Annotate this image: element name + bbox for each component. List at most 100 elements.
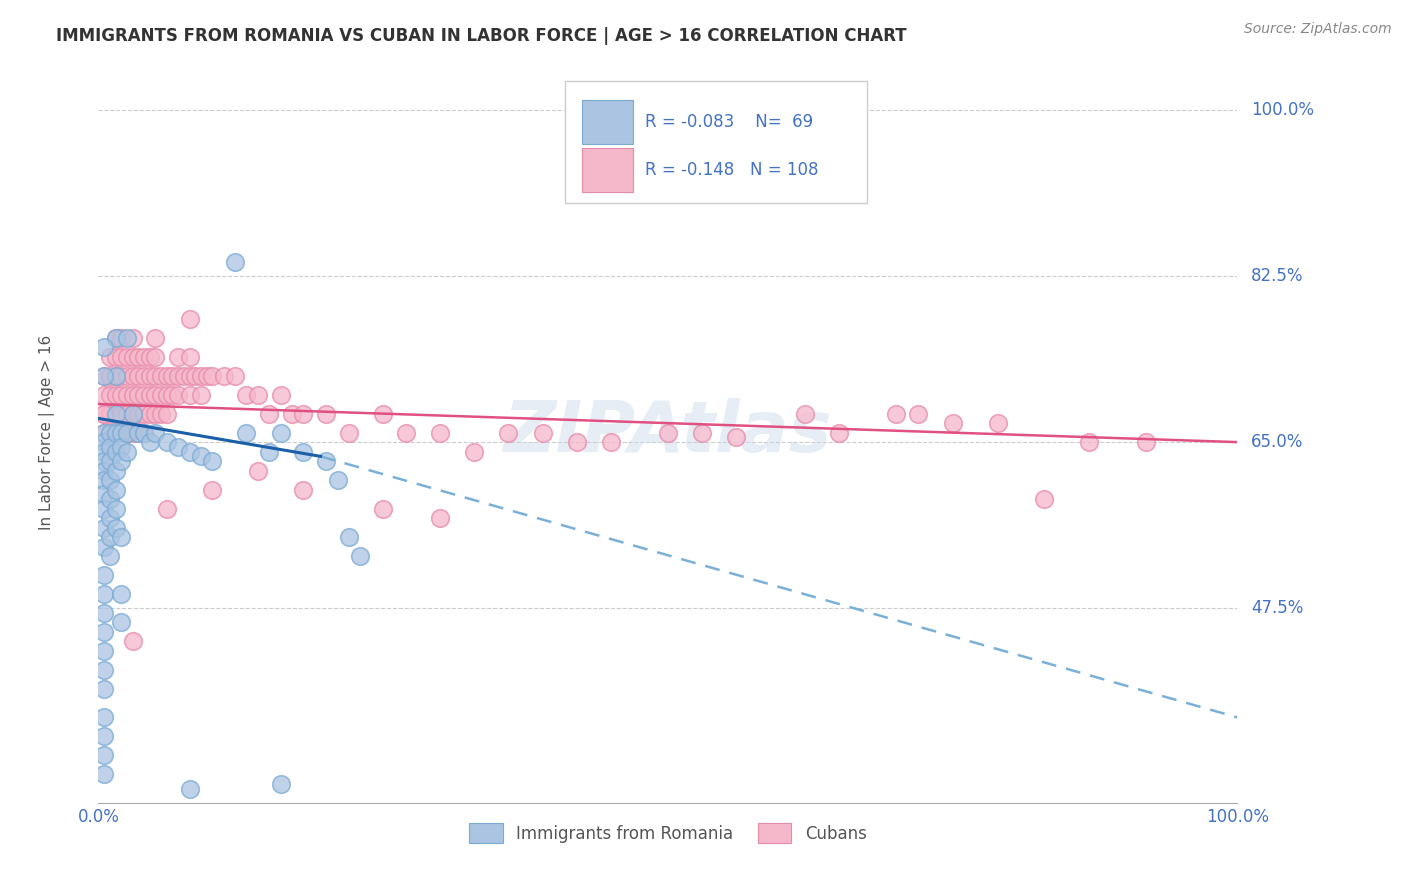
Point — [270, 387, 292, 401]
Point — [281, 407, 304, 421]
Text: 47.5%: 47.5% — [1251, 599, 1303, 617]
Point — [657, 425, 679, 440]
Point — [110, 425, 132, 440]
Point — [292, 483, 315, 497]
Point — [184, 368, 207, 383]
Point — [93, 624, 115, 639]
Point — [259, 444, 281, 458]
Point — [173, 368, 195, 383]
Point — [179, 368, 201, 383]
Point — [115, 350, 138, 364]
Point — [315, 407, 337, 421]
Point — [162, 368, 184, 383]
Point — [93, 587, 115, 601]
Point — [270, 425, 292, 440]
Point — [98, 368, 121, 383]
Point — [98, 425, 121, 440]
Point — [138, 407, 160, 421]
Point — [93, 487, 115, 501]
Point — [93, 663, 115, 677]
Point — [115, 331, 138, 345]
Point — [259, 407, 281, 421]
Point — [93, 767, 115, 781]
Point — [93, 454, 115, 468]
Point — [121, 368, 143, 383]
Point — [270, 777, 292, 791]
Point — [121, 407, 143, 421]
Point — [104, 501, 127, 516]
Point — [429, 425, 451, 440]
Point — [156, 368, 179, 383]
Point — [110, 454, 132, 468]
Point — [179, 311, 201, 326]
Point — [93, 435, 115, 450]
Point — [600, 435, 623, 450]
FancyBboxPatch shape — [582, 100, 633, 144]
Point — [104, 464, 127, 478]
Point — [162, 387, 184, 401]
Point — [110, 425, 132, 440]
Text: R = -0.148   N = 108: R = -0.148 N = 108 — [645, 161, 818, 178]
Point — [132, 425, 155, 440]
Point — [115, 407, 138, 421]
Point — [93, 425, 115, 440]
Point — [93, 464, 115, 478]
FancyBboxPatch shape — [565, 81, 868, 203]
Point — [93, 710, 115, 724]
Point — [121, 634, 143, 648]
Point — [132, 368, 155, 383]
Point — [93, 568, 115, 582]
Point — [93, 407, 115, 421]
Point — [121, 425, 143, 440]
Legend: Immigrants from Romania, Cubans: Immigrants from Romania, Cubans — [463, 816, 873, 850]
Point — [246, 387, 269, 401]
Point — [115, 368, 138, 383]
Point — [167, 387, 190, 401]
Point — [132, 425, 155, 440]
Point — [167, 368, 190, 383]
Point — [98, 491, 121, 506]
Point — [98, 425, 121, 440]
Point — [167, 440, 190, 454]
Point — [110, 615, 132, 630]
Point — [104, 520, 127, 534]
Point — [93, 368, 115, 383]
Point — [828, 425, 851, 440]
Point — [98, 549, 121, 563]
Point — [98, 473, 121, 487]
Point — [337, 425, 360, 440]
Text: 82.5%: 82.5% — [1251, 267, 1303, 285]
Point — [104, 444, 127, 458]
Point — [104, 407, 127, 421]
Point — [93, 473, 115, 487]
Point — [138, 387, 160, 401]
Point — [138, 368, 160, 383]
Point — [395, 425, 418, 440]
Point — [156, 387, 179, 401]
Point — [167, 350, 190, 364]
Point — [104, 425, 127, 440]
Point — [884, 407, 907, 421]
Point — [121, 350, 143, 364]
Point — [98, 440, 121, 454]
Point — [98, 454, 121, 468]
Point — [115, 425, 138, 440]
Text: In Labor Force | Age > 16: In Labor Force | Age > 16 — [39, 335, 55, 530]
Point — [246, 464, 269, 478]
Point — [907, 407, 929, 421]
Point — [326, 473, 349, 487]
Point — [93, 340, 115, 354]
Point — [110, 350, 132, 364]
Point — [179, 387, 201, 401]
Point — [145, 350, 167, 364]
Point — [98, 387, 121, 401]
Point — [150, 387, 173, 401]
FancyBboxPatch shape — [582, 148, 633, 192]
Text: 65.0%: 65.0% — [1251, 434, 1303, 451]
Point — [565, 435, 588, 450]
Point — [150, 407, 173, 421]
Point — [104, 331, 127, 345]
Point — [463, 444, 485, 458]
Point — [224, 254, 246, 268]
Point — [156, 435, 179, 450]
